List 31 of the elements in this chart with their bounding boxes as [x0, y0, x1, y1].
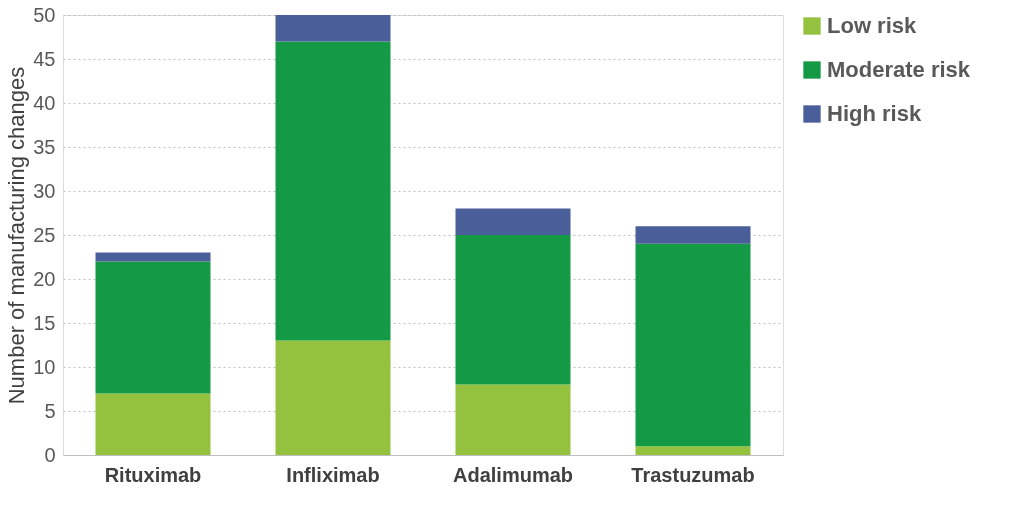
x-tick-label: Rituximab	[104, 463, 202, 486]
y-tick-label: 45	[33, 47, 56, 70]
y-tick-label: 30	[33, 179, 56, 202]
bar	[95, 393, 211, 455]
bar	[455, 384, 571, 455]
x-tick-label: Adalimumab	[452, 463, 574, 486]
bar	[275, 41, 391, 341]
y-tick-label: 0	[44, 443, 56, 466]
bar	[455, 235, 571, 385]
legend-label: High risk	[827, 101, 922, 126]
y-axis-title: Number of manufacturing changes	[4, 66, 30, 405]
legend-label: Low risk	[827, 13, 918, 38]
bar	[95, 261, 211, 394]
y-tick-label: 50	[33, 3, 56, 26]
bar	[635, 446, 751, 455]
y-tick-label: 5	[44, 399, 56, 422]
bar	[455, 208, 571, 235]
y-tick-label: 20	[33, 267, 56, 290]
y-tick-label: 25	[33, 223, 56, 246]
y-tick-label: 40	[33, 91, 56, 114]
x-tick-label: Trastuzumab	[631, 463, 755, 486]
bar	[275, 340, 391, 455]
y-tick-label: 35	[33, 135, 56, 158]
legend-label: Moderate risk	[827, 57, 971, 82]
bar	[635, 243, 751, 447]
y-tick-label: 15	[33, 311, 56, 334]
x-tick-label: Infliximab	[286, 463, 380, 486]
bar	[95, 252, 211, 262]
bar	[635, 226, 751, 244]
y-tick-label: 10	[33, 355, 56, 378]
bar	[275, 15, 391, 42]
